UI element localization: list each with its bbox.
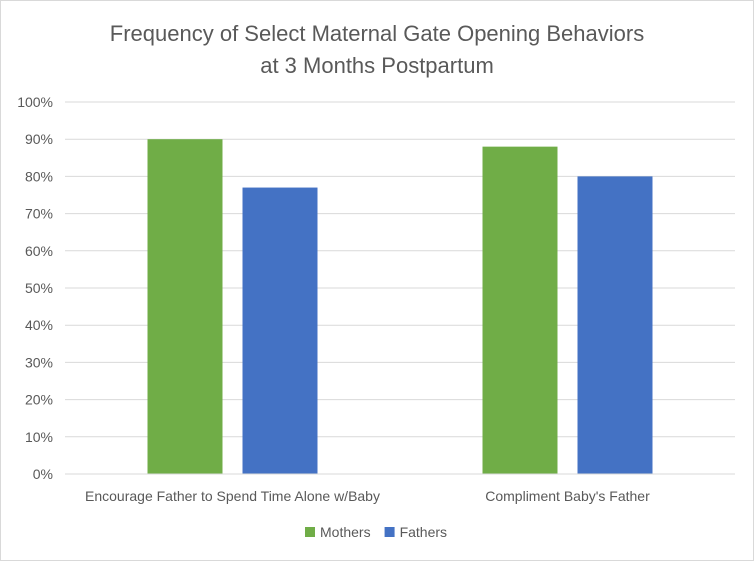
y-tick-label: 30%	[25, 354, 53, 370]
bar-mothers-1	[147, 139, 223, 474]
legend: Mothers Fathers	[305, 524, 447, 540]
y-tick-label: 20%	[25, 392, 53, 408]
chart-title: Frequency of Select Maternal Gate Openin…	[110, 21, 644, 78]
legend-swatch-mothers	[305, 527, 315, 537]
legend-label-mothers: Mothers	[320, 524, 371, 540]
y-tick-label: 40%	[25, 317, 53, 333]
chart-title-line-1: Frequency of Select Maternal Gate Openin…	[110, 21, 644, 46]
bar-mothers-2	[482, 146, 558, 474]
x-axis-category-labels: Encourage Father to Spend Time Alone w/B…	[85, 488, 650, 504]
y-tick-label: 60%	[25, 243, 53, 259]
bar-fathers-1	[242, 187, 318, 474]
chart-title-line-2: at 3 Months Postpartum	[260, 53, 494, 78]
bar-fathers-2	[577, 176, 653, 474]
y-tick-label: 0%	[33, 466, 53, 482]
y-tick-label: 70%	[25, 206, 53, 222]
legend-label-fathers: Fathers	[400, 524, 447, 540]
y-tick-label: 100%	[17, 94, 53, 110]
legend-swatch-fathers	[384, 527, 395, 537]
y-axis-tick-labels: 0% 10% 20% 30% 40% 50% 60% 70% 80% 90% 100%	[17, 94, 53, 482]
bars	[147, 139, 653, 474]
y-tick-label: 80%	[25, 168, 53, 184]
y-tick-label: 90%	[25, 131, 53, 147]
x-category-label: Compliment Baby's Father	[485, 488, 650, 504]
y-tick-label: 50%	[25, 280, 53, 296]
x-category-label: Encourage Father to Spend Time Alone w/B…	[85, 488, 380, 504]
y-tick-label: 10%	[25, 429, 53, 445]
